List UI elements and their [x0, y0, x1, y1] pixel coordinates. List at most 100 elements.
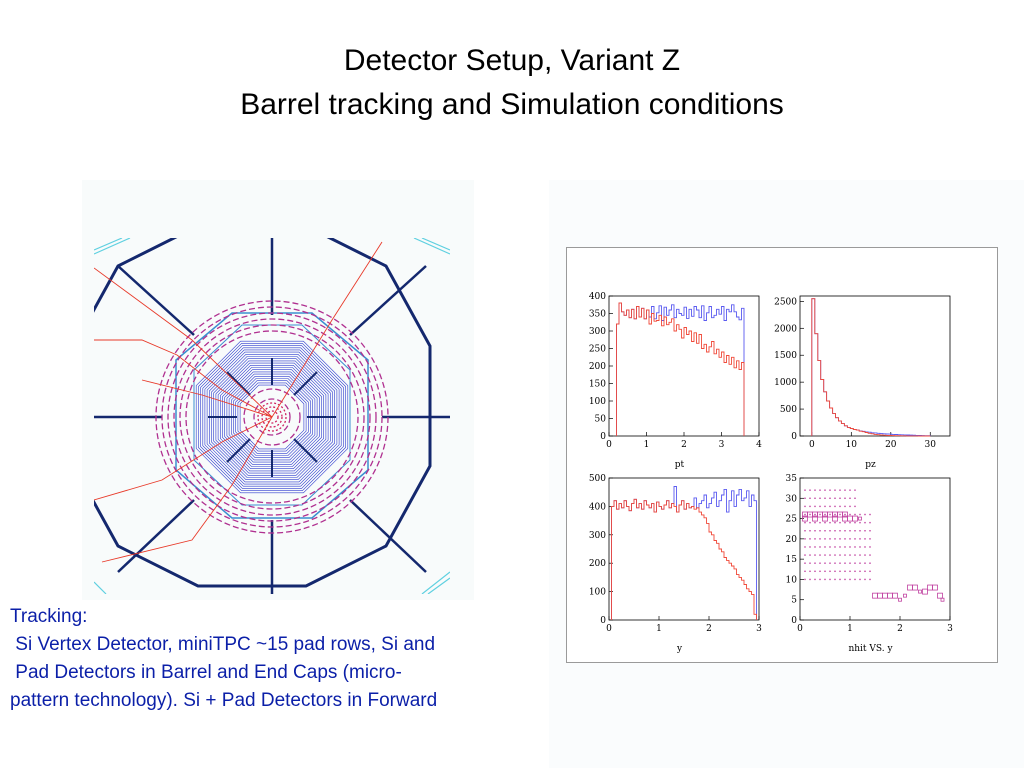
scatter-dot [864, 570, 866, 573]
scatter-dot [829, 546, 831, 548]
scatter-dot [834, 570, 836, 573]
scatter-dot [864, 578, 866, 581]
scatter-dot [809, 554, 811, 556]
scatter-dot [814, 497, 816, 499]
scatter-dot [839, 530, 841, 532]
scatter-dot [809, 562, 811, 564]
scatter-dot [839, 521, 841, 524]
y-tick-label: 100 [589, 397, 606, 407]
scatter-dot [804, 497, 806, 499]
scatter-dot [824, 578, 826, 581]
scatter-dot [854, 530, 856, 532]
scatter-dot [814, 578, 816, 581]
pad-layer [239, 384, 305, 450]
scatter-dot [849, 570, 851, 573]
scatter-dot [834, 505, 836, 508]
hist-series-0 [811, 298, 931, 437]
scatter-box [918, 589, 922, 594]
y-tick-label: 15 [786, 555, 798, 565]
scatter-dot [844, 521, 846, 524]
scatter-dot [824, 521, 826, 524]
scatter-dot [804, 578, 806, 581]
scatter-box [932, 584, 938, 591]
x-tick-label: 2 [897, 624, 903, 634]
hist-series-1 [616, 302, 745, 436]
y-tick-label: 500 [589, 474, 606, 484]
x-tick-label: 3 [719, 440, 725, 450]
scatter-dot [814, 489, 816, 491]
scatter-dot [834, 546, 836, 548]
x-tick-label: 0 [809, 440, 815, 450]
scatter-dot [824, 505, 826, 508]
scatter-box [937, 592, 943, 599]
scatter-box [887, 592, 893, 599]
scatter-dot [819, 489, 821, 491]
scatter-dot [804, 546, 806, 548]
hist-series-1 [811, 298, 931, 437]
scatter-dot [804, 554, 806, 556]
scatter-dot [834, 530, 836, 532]
scatter-dot [814, 554, 816, 556]
y-tick-label: 200 [589, 362, 606, 372]
scatter-dot [839, 538, 841, 540]
pad-layer [209, 354, 335, 481]
scatter-dot [864, 538, 866, 540]
x-tick-label: 2 [706, 624, 712, 634]
scatter-dot [844, 538, 846, 540]
scatter-box [903, 593, 907, 598]
vertex-ring [265, 410, 279, 424]
x-tick-label: 10 [846, 440, 858, 450]
scatter-dot [829, 521, 831, 524]
pad-layer [213, 358, 331, 476]
scatter-dot [839, 546, 841, 548]
scatter-dot [819, 578, 821, 581]
inner-spokes [208, 358, 336, 477]
scatter-dot [839, 554, 841, 556]
pad-layer [228, 373, 316, 461]
scatter-dot [819, 513, 821, 516]
scatter-dot [829, 538, 831, 540]
y-tick-label: 10 [786, 575, 798, 585]
x-tick-label: 0 [797, 624, 803, 634]
scatter-dot [859, 530, 861, 532]
pad-layer [220, 365, 324, 470]
scatter-dot [844, 562, 846, 564]
outer-frame-octagon [94, 238, 432, 588]
y-tick-label: 20 [786, 535, 798, 545]
scatter-dot [859, 578, 861, 581]
x-tick-label: 0 [606, 624, 612, 634]
hist-panel-1: 0 500 1000 1500 2000 2500 0 10 20 30 pz [774, 295, 951, 470]
scatter-dot [844, 578, 846, 581]
y-tick-label: 35 [786, 474, 798, 484]
x-tick-label: 2 [681, 440, 687, 450]
scatter-dot [864, 513, 866, 516]
scatter-dot [864, 530, 866, 532]
scatter-dot [849, 554, 851, 556]
hist-series-0 [616, 302, 745, 436]
scatter-dot [814, 562, 816, 564]
dashed-ring [179, 324, 365, 510]
x-tick-label: 1 [656, 624, 662, 634]
scatter-dot [814, 538, 816, 540]
hist-series-1 [611, 498, 757, 620]
scatter-box [802, 515, 808, 522]
scatter-dot [849, 521, 851, 524]
scatter-dot [864, 562, 866, 564]
y-tick-label: 25 [786, 515, 798, 525]
y-tick-label: 150 [589, 380, 606, 390]
scatter-dot [829, 554, 831, 556]
x-tick-label: 0 [606, 440, 612, 450]
scatter-dot [809, 546, 811, 548]
y-tick-label: 30 [786, 494, 798, 504]
scatter-dot [824, 554, 826, 556]
y-tick-label: 0 [600, 616, 606, 626]
y-tick-label: 0 [600, 432, 606, 442]
hist-panel-2: 0 100 200 300 400 500 0 1 2 3 y [589, 474, 762, 654]
y-tick-label: 300 [589, 327, 606, 337]
scatter-dot [864, 546, 866, 548]
scatter-dot [819, 538, 821, 540]
scatter-dot [809, 538, 811, 540]
scatter-dot [834, 513, 836, 516]
scatter-dot [869, 521, 871, 524]
